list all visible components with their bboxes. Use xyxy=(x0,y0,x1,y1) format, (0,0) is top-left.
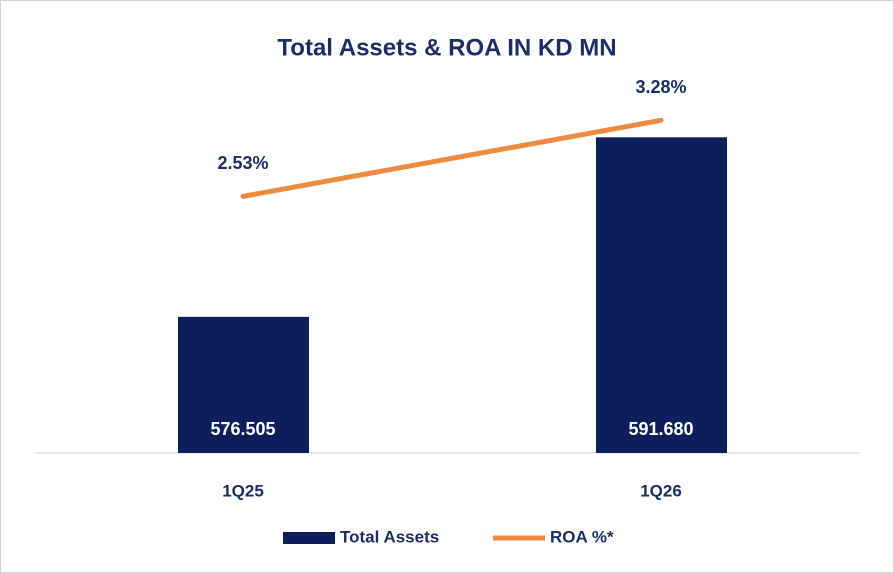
line-value-label: 3.28% xyxy=(635,77,686,97)
line-value-label: 2.53% xyxy=(217,153,268,173)
legend-swatch xyxy=(283,532,335,544)
legend-label: ROA %* xyxy=(550,527,614,546)
line xyxy=(240,117,664,199)
bar-value-label: 576.505 xyxy=(210,419,275,439)
legend-label: Total Assets xyxy=(340,527,439,546)
bar-value-label: 591.680 xyxy=(628,419,693,439)
x-tick-label: 1Q26 xyxy=(640,481,682,500)
bar xyxy=(596,137,727,453)
chart-title: Total Assets & ROA IN KD MN xyxy=(277,34,616,61)
x-tick-label: 1Q25 xyxy=(222,481,264,500)
bar xyxy=(178,316,309,453)
